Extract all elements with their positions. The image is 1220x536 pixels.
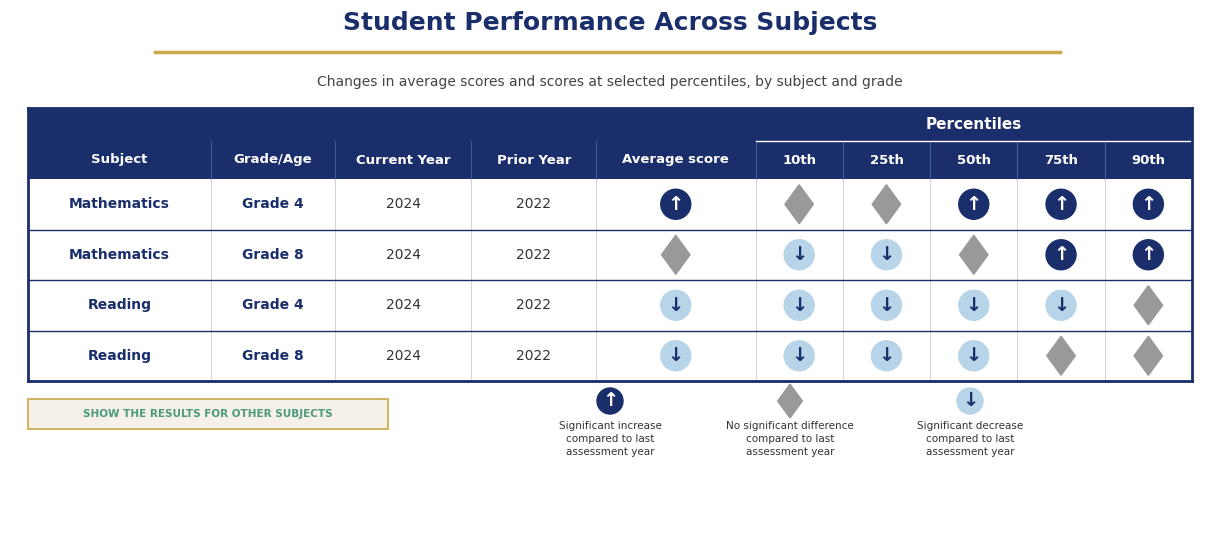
- Text: ↑: ↑: [1141, 195, 1157, 214]
- Text: ↓: ↓: [791, 296, 808, 315]
- Circle shape: [1046, 189, 1076, 219]
- Text: Current Year: Current Year: [356, 153, 450, 167]
- Text: 2022: 2022: [516, 349, 551, 363]
- Polygon shape: [1135, 286, 1163, 325]
- Circle shape: [1133, 189, 1164, 219]
- Text: ↓: ↓: [791, 346, 808, 365]
- Text: ↑: ↑: [1053, 195, 1069, 214]
- Text: Significant decrease
compared to last
assessment year: Significant decrease compared to last as…: [917, 421, 1024, 457]
- Text: ↓: ↓: [878, 245, 894, 264]
- Circle shape: [959, 341, 988, 371]
- Polygon shape: [1047, 336, 1075, 375]
- Text: ↓: ↓: [961, 391, 978, 411]
- Text: ↑: ↑: [965, 195, 982, 214]
- Text: Mathematics: Mathematics: [70, 197, 170, 211]
- Text: 50th: 50th: [956, 153, 991, 167]
- Text: ↓: ↓: [667, 346, 684, 365]
- Text: Percentiles: Percentiles: [926, 117, 1022, 132]
- Text: Prior Year: Prior Year: [497, 153, 571, 167]
- Polygon shape: [959, 235, 988, 274]
- Polygon shape: [1135, 336, 1163, 375]
- Text: Reading: Reading: [88, 298, 151, 312]
- Circle shape: [871, 240, 902, 270]
- Text: Grade 4: Grade 4: [242, 197, 304, 211]
- Text: Subject: Subject: [92, 153, 148, 167]
- Circle shape: [1046, 291, 1076, 320]
- Circle shape: [956, 388, 983, 414]
- Bar: [28, 280, 1192, 331]
- Text: 2024: 2024: [386, 298, 421, 312]
- Circle shape: [871, 291, 902, 320]
- Polygon shape: [661, 235, 691, 274]
- Circle shape: [784, 291, 814, 320]
- Text: Mathematics: Mathematics: [70, 248, 170, 262]
- Circle shape: [959, 189, 988, 219]
- Circle shape: [597, 388, 623, 414]
- Bar: [28, 179, 1192, 229]
- Polygon shape: [784, 185, 814, 224]
- Circle shape: [1133, 240, 1164, 270]
- Circle shape: [784, 240, 814, 270]
- Bar: [755, 108, 1192, 141]
- Text: 75th: 75th: [1044, 153, 1078, 167]
- Text: ↑: ↑: [1053, 245, 1069, 264]
- Polygon shape: [872, 185, 900, 224]
- Text: ↓: ↓: [1053, 296, 1069, 315]
- Bar: [28, 108, 755, 141]
- Text: Grade 8: Grade 8: [242, 349, 304, 363]
- Circle shape: [661, 291, 691, 320]
- Text: 2022: 2022: [516, 248, 551, 262]
- Text: 2024: 2024: [386, 349, 421, 363]
- Text: 2022: 2022: [516, 298, 551, 312]
- Text: No significant difference
compared to last
assessment year: No significant difference compared to la…: [726, 421, 854, 457]
- Text: ↓: ↓: [965, 346, 982, 365]
- Text: 10th: 10th: [782, 153, 816, 167]
- Text: ↑: ↑: [1141, 245, 1157, 264]
- Text: ↓: ↓: [667, 296, 684, 315]
- Text: 90th: 90th: [1131, 153, 1165, 167]
- Circle shape: [959, 291, 988, 320]
- Bar: [28, 141, 1192, 179]
- Text: Changes in average scores and scores at selected percentiles, by subject and gra: Changes in average scores and scores at …: [317, 75, 903, 89]
- Text: SHOW THE RESULTS FOR OTHER SUBJECTS: SHOW THE RESULTS FOR OTHER SUBJECTS: [83, 409, 333, 419]
- Text: ↑: ↑: [667, 195, 684, 214]
- Text: ↓: ↓: [878, 346, 894, 365]
- Text: ↑: ↑: [601, 391, 619, 411]
- Text: ↓: ↓: [878, 296, 894, 315]
- Text: Grade/Age: Grade/Age: [234, 153, 312, 167]
- Text: 2022: 2022: [516, 197, 551, 211]
- Text: 25th: 25th: [870, 153, 903, 167]
- Bar: [28, 399, 388, 429]
- Text: ↓: ↓: [791, 245, 808, 264]
- Circle shape: [871, 341, 902, 371]
- Bar: [28, 229, 1192, 280]
- Bar: [28, 331, 1192, 381]
- Text: 2024: 2024: [386, 197, 421, 211]
- Polygon shape: [777, 384, 803, 418]
- Text: Significant increase
compared to last
assessment year: Significant increase compared to last as…: [559, 421, 661, 457]
- Circle shape: [661, 189, 691, 219]
- Text: Grade 8: Grade 8: [242, 248, 304, 262]
- Text: Reading: Reading: [88, 349, 151, 363]
- Text: Student Performance Across Subjects: Student Performance Across Subjects: [343, 11, 877, 35]
- Text: ↓: ↓: [965, 296, 982, 315]
- Text: Grade 4: Grade 4: [242, 298, 304, 312]
- Text: 2024: 2024: [386, 248, 421, 262]
- Circle shape: [784, 341, 814, 371]
- Circle shape: [1046, 240, 1076, 270]
- Circle shape: [661, 341, 691, 371]
- Text: Average score: Average score: [622, 153, 730, 167]
